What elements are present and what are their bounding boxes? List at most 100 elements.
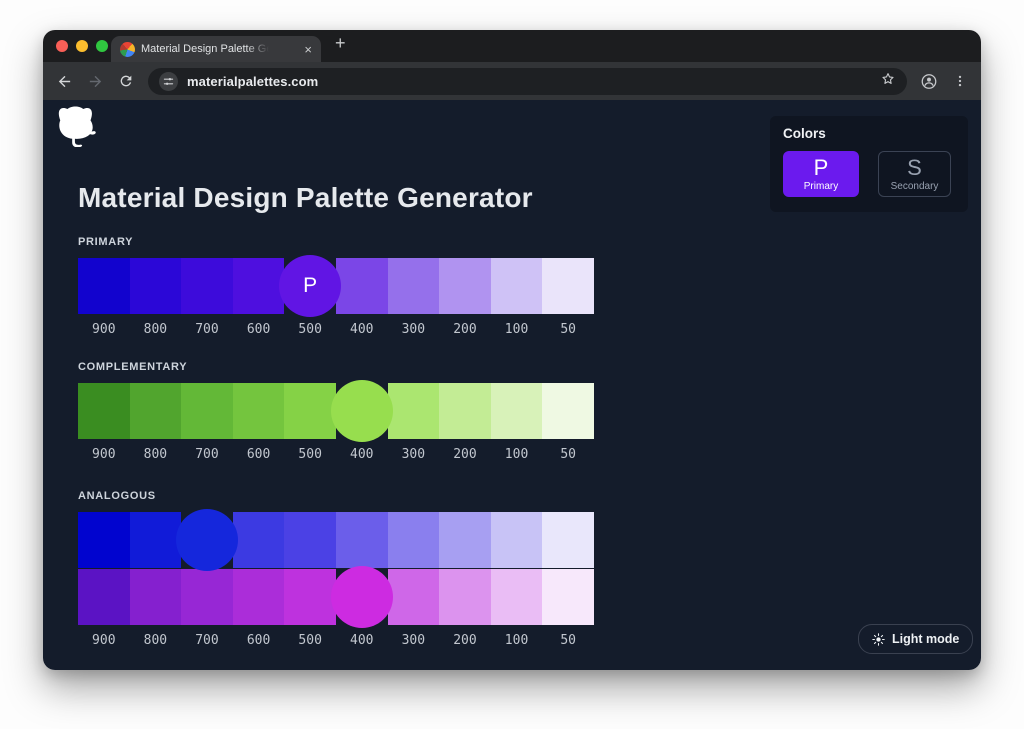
swatch-600[interactable] [232,383,285,439]
swatch-400[interactable] [335,512,388,568]
shade-label: 200 [453,322,477,337]
selected-swatch-circle[interactable] [330,380,393,442]
swatch-200[interactable] [439,258,491,314]
shade-labels: 900 800 700 600 500 400 300 200 100 50 [78,322,595,337]
light-mode-label: Light mode [892,632,960,646]
swatch-100[interactable] [490,383,543,439]
shade-label: 500 [298,322,322,337]
octocat-logo-icon[interactable] [51,103,97,148]
url-bar[interactable]: materialpalettes.com [148,67,907,95]
sun-icon [872,632,885,646]
shade-label: 100 [504,633,529,648]
swatch-700[interactable] [175,509,238,571]
swatch-300[interactable] [387,512,440,568]
shade-label: 900 [92,633,116,648]
shade-label: 100 [504,447,529,462]
swatch-400[interactable] [330,566,393,628]
primary-color-card[interactable]: P Primary [783,151,859,197]
back-icon[interactable] [55,72,73,90]
tab-title: Material Design Palette Gene [141,43,269,55]
shade-label: 50 [560,322,576,337]
swatch-900[interactable] [78,512,130,568]
selected-swatch-circle[interactable] [330,566,393,628]
zoom-window-button[interactable] [96,40,108,52]
shade-labels: 900 800 700 600 500 400 300 200 100 50 [78,633,595,648]
swatch-700[interactable] [181,569,233,625]
shade-label: 800 [143,447,168,462]
palette-row: P [78,255,595,317]
secondary-color-card[interactable]: S Secondary [878,151,951,197]
swatch-800[interactable] [129,258,182,314]
shade-label: 200 [453,447,477,462]
shade-label: 50 [560,447,576,462]
swatch-600[interactable] [232,258,285,314]
menu-dots-icon[interactable] [951,72,969,90]
browser-tab[interactable]: Material Design Palette Gene × [111,36,321,62]
primary-label: Primary [803,180,839,192]
profile-icon[interactable] [920,72,938,90]
reload-icon[interactable] [117,72,135,90]
palette-rows [78,509,595,628]
swatch-500[interactable] [284,383,336,439]
url-text: materialpalettes.com [187,73,319,89]
swatch-50[interactable] [542,383,594,439]
colors-panel: Colors P Primary S Secondary [770,116,968,212]
palette-row [78,566,595,628]
shade-label: 500 [298,633,322,648]
traffic-lights [56,40,108,52]
shade-label: 800 [143,322,168,337]
swatch-100[interactable] [490,512,543,568]
bookmark-star-icon[interactable] [880,71,896,92]
swatch-500[interactable] [284,512,336,568]
page-content: Colors P Primary S Secondary Material De… [43,100,981,670]
shade-label: 50 [560,633,576,648]
swatch-500[interactable] [284,569,336,625]
page-title: Material Design Palette Generator [78,182,533,213]
shade-label: 700 [195,633,219,648]
swatch-400[interactable] [330,380,393,442]
palette-section-primary: PRIMARY P 900 800 700 600 500 400 300 200 100 50 [78,236,595,337]
selected-swatch-circle[interactable]: P [279,255,342,317]
swatch-200[interactable] [439,512,491,568]
swatch-100[interactable] [490,258,543,314]
swatch-100[interactable] [490,569,543,625]
new-tab-button[interactable]: + [335,33,346,53]
close-window-button[interactable] [56,40,68,52]
swatch-200[interactable] [439,569,491,625]
swatch-900[interactable] [78,569,130,625]
swatch-900[interactable] [78,258,130,314]
site-settings-icon[interactable] [159,71,178,91]
browser-window: Material Design Palette Gene × + materia… [43,30,981,670]
swatch-800[interactable] [129,512,182,568]
swatch-900[interactable] [78,383,130,439]
tab-strip: Material Design Palette Gene × + [43,30,981,62]
swatch-600[interactable] [232,569,285,625]
forward-icon[interactable] [86,72,104,90]
shade-labels: 900 800 700 600 500 400 300 200 100 50 [78,447,595,462]
swatch-300[interactable] [387,569,440,625]
selected-swatch-circle[interactable] [175,509,238,571]
swatch-700[interactable] [181,383,233,439]
swatch-800[interactable] [129,569,182,625]
shade-label: 300 [401,322,426,337]
minimize-window-button[interactable] [76,40,88,52]
shade-label: 600 [246,633,271,648]
swatch-500[interactable]: P [279,255,342,317]
swatch-800[interactable] [129,383,182,439]
swatch-50[interactable] [542,569,594,625]
swatch-50[interactable] [542,512,594,568]
light-mode-toggle-button[interactable]: Light mode [858,624,974,654]
swatch-300[interactable] [387,258,440,314]
tab-close-icon[interactable]: × [304,41,312,57]
swatch-300[interactable] [387,383,440,439]
shade-label: 300 [401,447,426,462]
swatch-700[interactable] [181,258,233,314]
swatch-600[interactable] [232,512,285,568]
swatch-50[interactable] [542,258,594,314]
swatch-200[interactable] [439,383,491,439]
tab-favicon-palette-icon [120,41,135,57]
shade-label: 400 [350,322,374,337]
shade-label: 600 [246,447,271,462]
swatch-400[interactable] [335,258,388,314]
